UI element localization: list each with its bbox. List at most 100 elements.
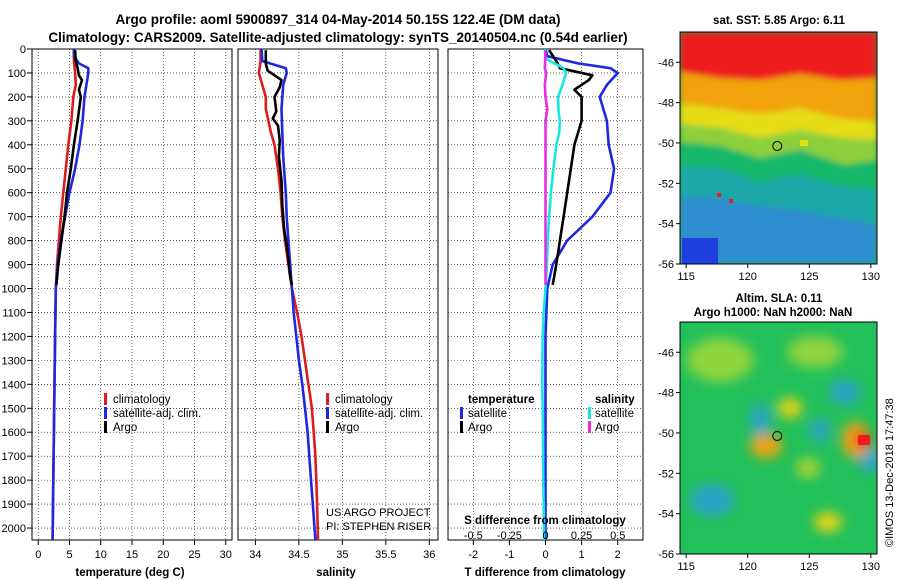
map-frame — [679, 31, 878, 265]
y-tick-label: 100 — [8, 68, 26, 80]
lon-tick-label: 115 — [677, 561, 695, 573]
lat-tick-label: -50 — [658, 428, 674, 440]
legend-t-satellite: satellite — [468, 408, 507, 420]
legend-swatch-argo — [326, 421, 329, 433]
x-tick-label: 0 — [35, 549, 41, 561]
series-line-2-1 — [548, 49, 594, 286]
x-tick-label: 5 — [66, 549, 72, 561]
x-tick-label: 2 — [615, 549, 621, 561]
legend-swatch-climatology — [104, 393, 107, 405]
lat-tick-label: -56 — [658, 259, 674, 271]
map-frame — [679, 321, 878, 555]
credit-stamp: ©IMOS 13-Dec-2018 17:47:38 — [884, 398, 896, 547]
lon-tick-label: 130 — [862, 271, 880, 283]
y-tick-label: 500 — [8, 164, 26, 176]
title-line-2: Climatology: CARS2009. Satellite-adjuste… — [48, 30, 627, 45]
salinity-legend: climatology satellite-adj. clim. Argo — [326, 393, 423, 434]
legend-swatch-argo — [104, 421, 107, 433]
project-name: US ARGO PROJECT — [326, 507, 431, 519]
salinity-diff-tick-label: 0 — [542, 530, 548, 542]
lat-tick-label: -52 — [658, 178, 674, 190]
difference-xlabel: T difference from climatology — [464, 567, 626, 579]
project-pi: PI: STEPHEN RISER — [326, 521, 431, 533]
y-tick-label: 0 — [20, 44, 26, 56]
y-tick-label: 1800 — [2, 475, 26, 487]
sla-subtitle: Argo h1000: NaN h2000: NaN — [694, 307, 853, 319]
legend-swatch-t-argo — [460, 421, 463, 433]
lon-tick-label: 125 — [800, 271, 818, 283]
temperature-chart: 0 5 10 15 20 25 300100200300400500600700800900… — [2, 44, 233, 561]
legend-argo: Argo — [335, 422, 359, 434]
series-line-0-1 — [51, 49, 90, 541]
x-tick-label: 34 — [249, 549, 261, 561]
salinity-chart: 34 34.5 35 35.5 36 — [237, 48, 439, 561]
x-tick-label: 36 — [423, 549, 435, 561]
y-tick-label: 700 — [8, 212, 26, 224]
sla-map-axes: 115 120 125 130 -46 -48 -50 -52 -54 -56 — [658, 321, 880, 573]
legend-swatch-t-satellite — [460, 407, 463, 419]
temperature-legend: climatology satellite-adj. clim. Argo — [104, 393, 201, 434]
lat-tick-label: -46 — [658, 347, 674, 359]
y-tick-label: 300 — [8, 116, 26, 128]
salinity-diff-tick-label: -0.5 — [464, 530, 483, 542]
lat-tick-label: -52 — [658, 468, 674, 480]
lon-tick-label: 125 — [800, 561, 818, 573]
y-tick-label: 2000 — [2, 523, 26, 535]
series-line-2-2 — [540, 48, 568, 541]
y-tick-label: 1100 — [2, 307, 26, 319]
y-tick-label: 200 — [8, 92, 26, 104]
y-tick-label: 1900 — [2, 499, 26, 511]
plot-frame — [237, 48, 439, 541]
x-tick-label: 25 — [188, 549, 200, 561]
series-line-1-2 — [264, 50, 294, 286]
legend-climatology: climatology — [335, 394, 393, 406]
y-tick-label: 1400 — [2, 379, 26, 391]
x-tick-label: 20 — [157, 549, 169, 561]
legend-argo: Argo — [113, 422, 137, 434]
legend-s-argo: Argo — [595, 422, 619, 434]
lat-tick-label: -54 — [658, 509, 674, 521]
legend-satellite: satellite-adj. clim. — [335, 408, 423, 420]
series-line-0-2 — [55, 50, 84, 286]
series-line-2-3 — [543, 50, 549, 285]
lon-tick-label: 120 — [739, 561, 757, 573]
lon-tick-label: 130 — [862, 561, 880, 573]
x-tick-label: -1 — [504, 549, 514, 561]
temperature-xlabel: temperature (deg C) — [75, 567, 184, 579]
x-tick-label: 1 — [579, 549, 585, 561]
lat-tick-label: -54 — [658, 219, 674, 231]
y-tick-label: 900 — [8, 260, 26, 272]
lat-tick-label: -46 — [658, 57, 674, 69]
salinity-diff-tick-label: 0.25 — [571, 530, 592, 542]
salinity-diff-tick-label: -0.25 — [497, 530, 522, 542]
legend-swatch-s-satellite — [588, 407, 591, 419]
lat-tick-label: -48 — [658, 388, 674, 400]
legend-heading-temperature: temperature — [468, 394, 534, 406]
salinity-diff-tick-label: 0.5 — [610, 530, 625, 542]
y-tick-label: 800 — [8, 236, 26, 248]
sla-map — [680, 322, 877, 554]
sst-map — [680, 32, 877, 264]
lon-tick-label: 115 — [677, 271, 695, 283]
legend-climatology: climatology — [113, 394, 171, 406]
x-tick-label: 35 — [336, 549, 348, 561]
x-tick-label: 0 — [542, 549, 548, 561]
lat-tick-label: -56 — [658, 549, 674, 561]
y-tick-label: 400 — [8, 140, 26, 152]
y-tick-label: 600 — [8, 188, 26, 200]
lat-tick-label: -48 — [658, 98, 674, 110]
x-tick-label: 35.5 — [375, 549, 396, 561]
lat-tick-label: -50 — [658, 138, 674, 150]
legend-s-satellite: satellite — [595, 408, 634, 420]
legend-heading-salinity: salinity — [595, 394, 635, 406]
y-tick-label: 1500 — [2, 403, 26, 415]
x-tick-label: 30 — [220, 549, 232, 561]
series-line-2-0 — [544, 48, 620, 540]
y-tick-label: 1600 — [2, 427, 26, 439]
x-tick-label: 10 — [95, 549, 107, 561]
salinity-xlabel: salinity — [316, 567, 356, 579]
x-tick-label: 15 — [126, 549, 138, 561]
sst-map-axes: 115 120 125 130 -46 -48 -50 -52 -54 -56 — [658, 31, 880, 283]
x-tick-label: 34.5 — [288, 549, 309, 561]
difference-chart: -2 -1 0 1 2 -0.5 -0.25 0 0.25 0.5 — [447, 48, 644, 561]
